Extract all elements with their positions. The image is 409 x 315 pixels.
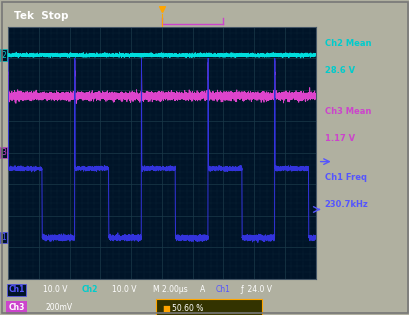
Text: Ch1 Freq: Ch1 Freq xyxy=(324,173,366,181)
Text: 3: 3 xyxy=(1,148,6,157)
Bar xyxy=(155,299,262,315)
Text: 10.0 V: 10.0 V xyxy=(111,285,136,294)
Text: 50.60 %: 50.60 % xyxy=(172,304,203,313)
Text: Ch1: Ch1 xyxy=(216,285,230,294)
Text: Tek  Stop: Tek Stop xyxy=(14,10,69,20)
Text: 1: 1 xyxy=(1,233,6,242)
Text: A: A xyxy=(199,285,204,294)
Text: 200mV: 200mV xyxy=(45,303,72,312)
Text: 1.17 V: 1.17 V xyxy=(324,135,354,143)
Text: 10.0 V: 10.0 V xyxy=(43,285,67,294)
Text: Ch3 Mean: Ch3 Mean xyxy=(324,107,370,116)
Text: M 2.00μs: M 2.00μs xyxy=(152,285,187,294)
Text: Ch2: Ch2 xyxy=(82,285,98,294)
Text: Ch1: Ch1 xyxy=(8,285,25,294)
Text: 2: 2 xyxy=(1,51,6,60)
Text: Ch2 Mean: Ch2 Mean xyxy=(324,39,371,48)
Text: Ch3: Ch3 xyxy=(8,303,25,312)
Text: ■: ■ xyxy=(162,304,169,313)
Text: ƒ  24.0 V: ƒ 24.0 V xyxy=(240,285,272,294)
Text: 230.7kHz: 230.7kHz xyxy=(324,200,368,209)
Text: 28.6 V: 28.6 V xyxy=(324,66,354,75)
